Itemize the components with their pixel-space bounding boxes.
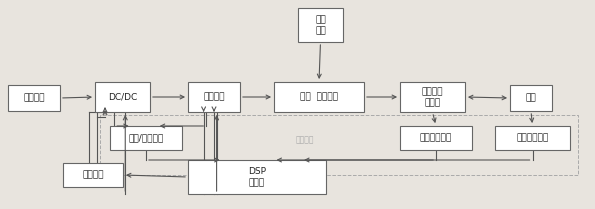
Text: 工频隔离
变压器: 工频隔离 变压器 [422, 87, 443, 107]
Text: 电网电压采样: 电网电压采样 [516, 134, 549, 143]
Text: DC/DC: DC/DC [108, 93, 137, 102]
Text: 控制指令: 控制指令 [82, 171, 104, 180]
Text: 采样模块: 采样模块 [296, 135, 314, 144]
Text: 本地
位数: 本地 位数 [315, 15, 326, 35]
Bar [274, 82, 364, 112]
Bar [95, 82, 150, 112]
Bar [63, 163, 123, 187]
Bar [400, 126, 472, 150]
Bar [100, 115, 578, 175]
Text: 非网电流采样: 非网电流采样 [420, 134, 452, 143]
Text: 电网: 电网 [525, 93, 536, 102]
Bar [510, 85, 552, 111]
Bar [298, 8, 343, 42]
Text: DSP
控制器: DSP 控制器 [248, 167, 266, 187]
Text: 光伏阵列: 光伏阵列 [23, 93, 45, 102]
Bar [495, 126, 570, 150]
Text: 电压/电流采样: 电压/电流采样 [129, 134, 164, 143]
Bar [8, 85, 60, 111]
Text: 滤波  切换电路: 滤波 切换电路 [300, 93, 338, 102]
Bar [188, 82, 240, 112]
Bar [110, 126, 182, 150]
Bar [188, 160, 326, 194]
Text: 逆变全桥: 逆变全桥 [203, 93, 225, 102]
Bar [400, 82, 465, 112]
